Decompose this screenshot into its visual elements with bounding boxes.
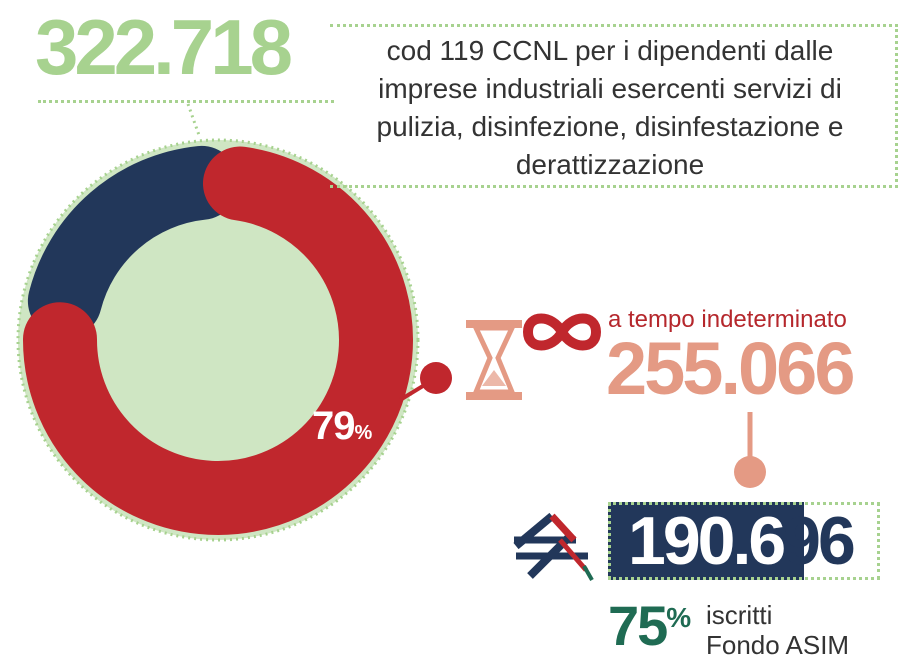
donut-percent-label: 79% — [312, 406, 372, 446]
donut-connector-dot — [420, 362, 452, 394]
fondo-label: iscritti Fondo ASIM — [706, 600, 849, 660]
permanent-connector-dot — [734, 456, 766, 488]
permanent-value: 255.066 — [606, 327, 855, 410]
fondo-value-part2: 96 — [783, 503, 856, 579]
permanent-label: a tempo indeterminato — [608, 306, 847, 333]
fondo-value-highlight — [608, 502, 804, 580]
infinity-icon — [522, 313, 602, 351]
headline-underline — [38, 100, 334, 103]
donut-inner — [108, 230, 328, 450]
donut-percent-symbol: % — [354, 422, 373, 444]
donut-segment-primary — [23, 146, 413, 535]
fondo-value: 190.696 — [628, 503, 856, 579]
fondo-percent: 75% — [608, 598, 691, 654]
asim-logo — [513, 512, 594, 581]
fondo-label-line1: iscritti — [706, 600, 773, 630]
fondo-percent-number: 75 — [608, 594, 668, 657]
fondo-value-part1: 190.6 — [628, 503, 786, 579]
fondo-label-line2: Fondo ASIM — [706, 630, 850, 660]
donut-percent-number: 79 — [312, 404, 355, 448]
description-box — [330, 24, 898, 188]
headline-total: 322.718 — [35, 3, 293, 91]
fondo-value-box — [608, 502, 880, 580]
headline-description: cod 119 CCNL per i dipendenti dalle impr… — [376, 35, 844, 180]
fondo-percent-symbol: % — [666, 602, 692, 633]
donut-segment-secondary — [27, 145, 239, 339]
headline-connector — [186, 103, 202, 139]
hourglass-icon — [466, 320, 522, 400]
